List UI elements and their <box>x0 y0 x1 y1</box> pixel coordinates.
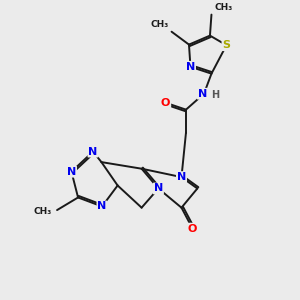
Text: H: H <box>212 90 220 100</box>
Text: N: N <box>67 167 76 177</box>
Text: N: N <box>154 184 163 194</box>
Text: O: O <box>188 224 197 234</box>
Text: O: O <box>161 98 170 108</box>
Text: N: N <box>98 202 107 212</box>
Text: CH₃: CH₃ <box>33 207 52 216</box>
Text: S: S <box>222 40 230 50</box>
Text: N: N <box>198 89 207 99</box>
Text: CH₃: CH₃ <box>150 20 169 29</box>
Text: N: N <box>186 62 195 72</box>
Text: N: N <box>88 147 98 157</box>
Text: CH₃: CH₃ <box>214 3 233 12</box>
Text: N: N <box>177 172 186 182</box>
